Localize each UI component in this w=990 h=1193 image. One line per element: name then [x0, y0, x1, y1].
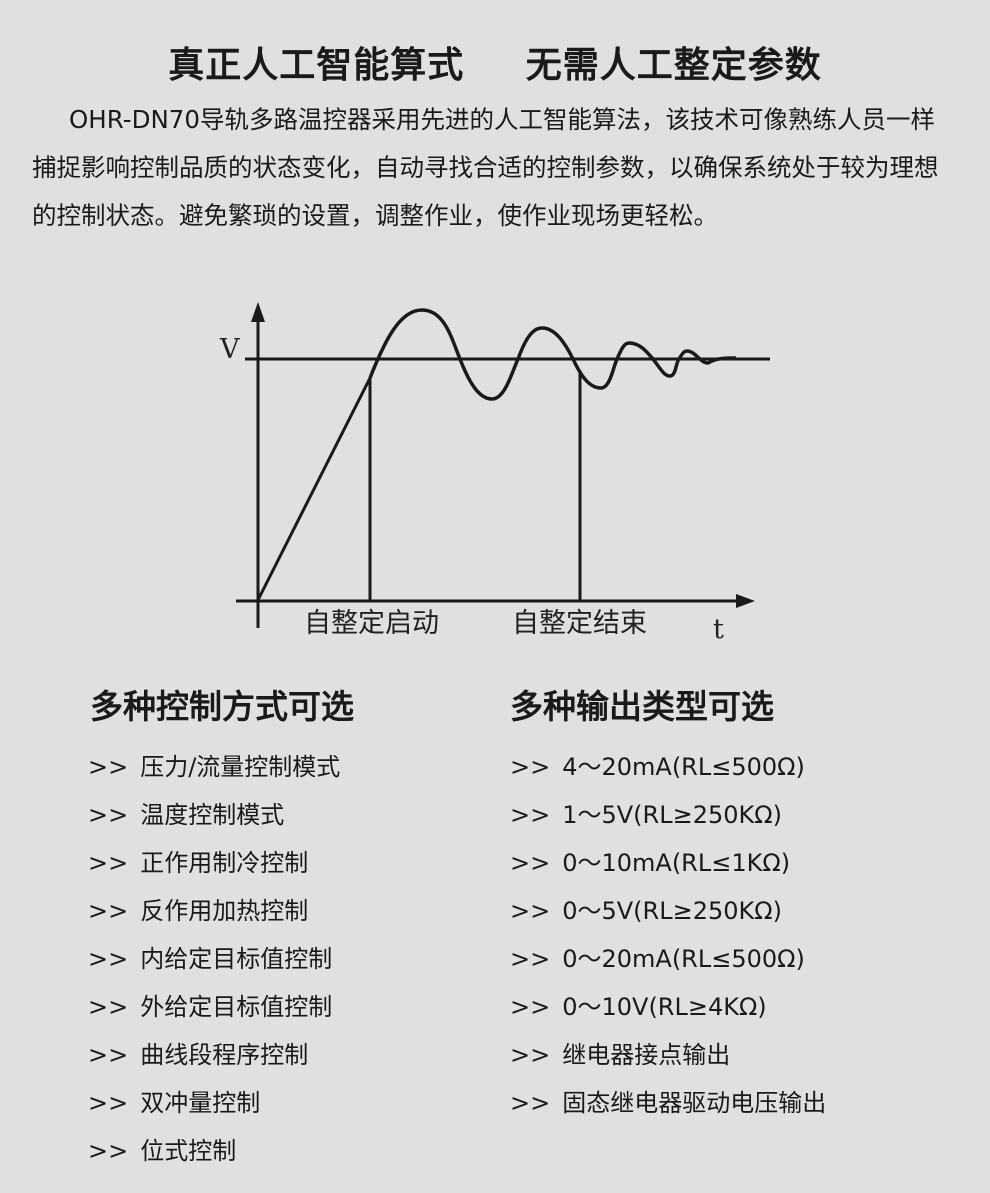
list-item: >> 内给定目标值控制 — [88, 937, 340, 985]
control-modes-list: >> 压力/流量控制模式 >> 温度控制模式 >> 正作用制冷控制 >> 反作用加热控制 >> 内… — [88, 745, 340, 1177]
list-item: >> 0～10V(RL≥4KΩ) — [510, 985, 826, 1033]
list-item-label: 外给定目标值控制 — [140, 993, 333, 1021]
y-axis-label: V — [219, 334, 240, 365]
list-item-label: 温度控制模式 — [140, 801, 285, 829]
list-item-label: 位式控制 — [140, 1137, 237, 1165]
bullet-marker: >> — [510, 897, 551, 925]
list-item: >> 温度控制模式 — [88, 793, 340, 841]
tuning-end-label: 自整定结束 — [512, 608, 647, 639]
list-item-label: 0～5V(RL≥250KΩ) — [562, 897, 782, 925]
list-item: >> 反作用加热控制 — [88, 889, 340, 937]
bullet-marker: >> — [510, 753, 551, 781]
x-axis-label: t — [713, 614, 724, 645]
y-axis-arrow-icon — [251, 302, 265, 322]
self-tuning-diagram: V t 自整定启动 自整定结束 — [219, 302, 770, 645]
bullet-marker: >> — [88, 1041, 129, 1069]
list-item-label: 1～5V(RL≥250KΩ) — [562, 801, 782, 829]
list-item: >> 曲线段程序控制 — [88, 1033, 340, 1081]
list-item-label: 内给定目标值控制 — [140, 945, 333, 973]
list-item: >> 0～10mA(RL≤1KΩ) — [510, 841, 826, 889]
list-item: >> 双冲量控制 — [88, 1081, 340, 1129]
list-item-label: 4～20mA(RL≤500Ω) — [562, 753, 805, 781]
list-item-label: 双冲量控制 — [140, 1089, 261, 1117]
ramp-line — [256, 377, 372, 601]
bullet-marker: >> — [510, 1089, 551, 1117]
bullet-marker: >> — [88, 1137, 129, 1165]
list-item-label: 压力/流量控制模式 — [140, 753, 341, 781]
list-item: >> 正作用制冷控制 — [88, 841, 340, 889]
list-item: >> 位式控制 — [88, 1129, 340, 1177]
list-item: >> 0～20mA(RL≤500Ω) — [510, 937, 826, 985]
list-item-label: 反作用加热控制 — [140, 897, 309, 925]
list-item-label: 曲线段程序控制 — [140, 1041, 309, 1069]
title-part-2: 无需人工整定参数 — [525, 45, 822, 86]
list-item-label: 正作用制冷控制 — [140, 849, 309, 877]
bullet-marker: >> — [510, 993, 551, 1021]
list-item: >> 压力/流量控制模式 — [88, 745, 340, 793]
list-item-label: 0～20mA(RL≤500Ω) — [562, 945, 805, 973]
intro-paragraph: OHR-DN70导轨多路温控器采用先进的人工智能算法，该技术可像熟练人员一样捕捉… — [32, 105, 939, 230]
list-item: >> 0～5V(RL≥250KΩ) — [510, 889, 826, 937]
list-item: >> 4～20mA(RL≤500Ω) — [510, 745, 826, 793]
page-title: 真正人工智能算式 无需人工整定参数 — [0, 36, 990, 88]
list-item: >> 继电器接点输出 — [510, 1033, 826, 1081]
bullet-marker: >> — [88, 801, 129, 829]
bullet-marker: >> — [88, 753, 129, 781]
list-item-label: 0～10mA(RL≤1KΩ) — [562, 849, 791, 877]
tuning-start-label: 自整定启动 — [304, 608, 439, 639]
output-types-list: >> 4～20mA(RL≤500Ω) >> 1～5V(RL≥250KΩ) >> 0～10m… — [510, 745, 826, 1129]
bullet-marker: >> — [88, 897, 129, 925]
bullet-marker: >> — [88, 1089, 129, 1117]
list-item: >> 固态继电器驱动电压输出 — [510, 1081, 826, 1129]
bullet-marker: >> — [510, 945, 551, 973]
bullet-marker: >> — [88, 945, 129, 973]
bullet-marker: >> — [88, 849, 129, 877]
list-item: >> 1～5V(RL≥250KΩ) — [510, 793, 826, 841]
list-item: >> 外给定目标值控制 — [88, 985, 340, 1033]
title-part-1: 真正人工智能算式 — [168, 45, 465, 86]
control-modes-heading: 多种控制方式可选 — [90, 687, 354, 726]
bullet-marker: >> — [510, 849, 551, 877]
list-item-label: 0～10V(RL≥4KΩ) — [562, 993, 767, 1021]
response-curve — [368, 308, 737, 401]
list-item-label: 固态继电器驱动电压输出 — [562, 1089, 827, 1117]
bullet-marker: >> — [510, 801, 551, 829]
x-axis-arrow-icon — [736, 594, 755, 608]
list-item-label: 继电器接点输出 — [562, 1041, 731, 1069]
output-types-heading: 多种输出类型可选 — [510, 687, 774, 726]
bullet-marker: >> — [88, 993, 129, 1021]
bullet-marker: >> — [510, 1041, 551, 1069]
